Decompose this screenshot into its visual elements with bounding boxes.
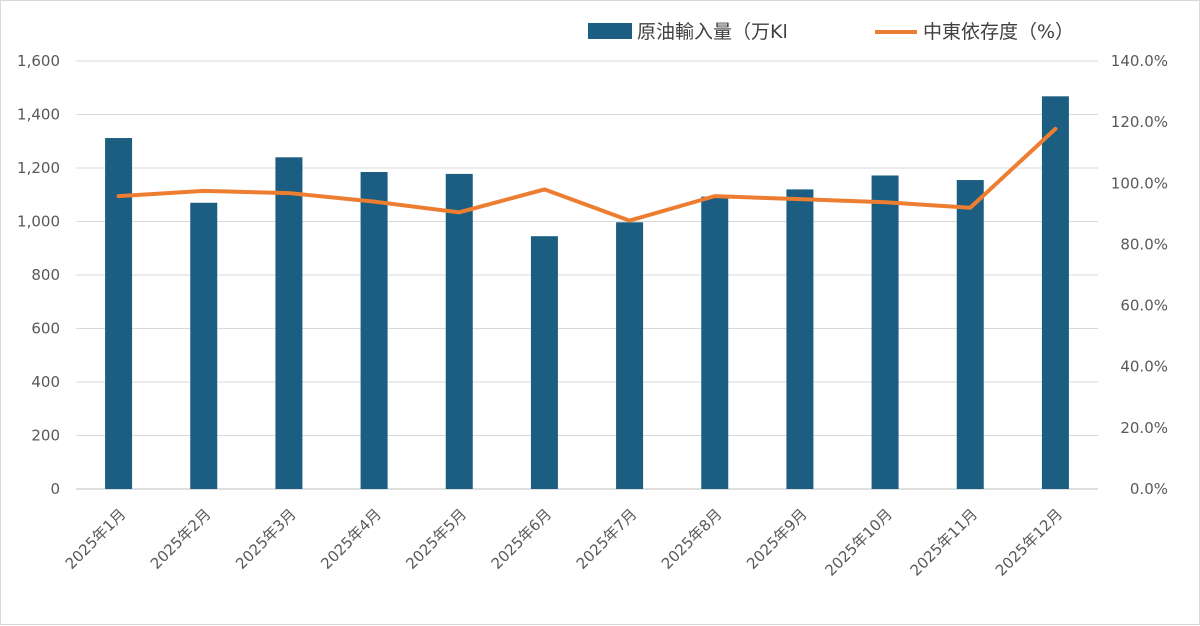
bar [446, 174, 473, 489]
line-path [119, 129, 1056, 221]
x-tick-label: 2025年8月 [658, 505, 726, 573]
x-tick-label: 2025年4月 [317, 505, 385, 573]
x-tick-label: 2025年7月 [573, 505, 641, 573]
y-right-tick-label: 40.0% [1120, 358, 1168, 376]
bar [701, 197, 728, 489]
legend-bar-swatch [588, 23, 632, 39]
legend-line-label: 中東依存度（%） [923, 21, 1074, 43]
y-right-tick-label: 0.0% [1130, 480, 1168, 498]
bar [190, 203, 217, 489]
x-tick-label: 2025年11月 [907, 505, 981, 579]
x-tick-label: 2025年9月 [743, 505, 811, 573]
bar [616, 222, 643, 489]
x-tick-label: 2025年5月 [402, 505, 470, 573]
x-tick-label: 2025年3月 [232, 505, 300, 573]
y-left-tick-label: 1,400 [17, 106, 60, 124]
bar [957, 180, 984, 489]
legend-bar-label: 原油輸入量（万Kl [637, 21, 788, 43]
x-tick-label: 2025年2月 [147, 505, 215, 573]
y-left-tick-label: 0 [50, 480, 60, 498]
y-left-tick-label: 1,200 [17, 159, 60, 177]
bar [275, 157, 302, 489]
left-axis-ticks: 0 200 400 600 800 1,000 1,200 1,400 1,600 [17, 52, 60, 498]
bar-series [105, 96, 1069, 489]
bar [1042, 96, 1069, 489]
x-tick-label: 2025年1月 [62, 505, 130, 573]
y-left-tick-label: 600 [31, 320, 60, 338]
bar [872, 175, 899, 489]
line-series [118, 129, 1055, 221]
y-right-tick-label: 60.0% [1120, 297, 1168, 315]
y-left-tick-label: 800 [31, 266, 60, 284]
bar [105, 138, 132, 489]
gridlines [76, 61, 1098, 489]
y-left-tick-label: 1,000 [17, 213, 60, 231]
x-tick-label: 2025年12月 [992, 505, 1066, 579]
y-right-tick-label: 20.0% [1120, 419, 1168, 437]
y-left-tick-label: 1,600 [17, 52, 60, 70]
y-right-tick-label: 100.0% [1111, 174, 1168, 192]
y-left-tick-label: 400 [31, 373, 60, 391]
y-right-tick-label: 80.0% [1120, 235, 1168, 253]
bar [786, 189, 813, 489]
x-tick-label: 2025年10月 [821, 505, 895, 579]
bar [531, 236, 558, 489]
y-right-tick-label: 120.0% [1111, 113, 1168, 131]
bar [361, 172, 388, 489]
y-left-tick-label: 200 [31, 427, 60, 445]
x-tick-label: 2025年6月 [488, 505, 556, 573]
y-right-tick-label: 140.0% [1111, 52, 1168, 70]
right-axis-ticks: 0.0% 20.0% 40.0% 60.0% 80.0% 100.0% 120.0% 140.… [1111, 52, 1168, 498]
legend: 原油輸入量（万Kl 中東依存度（%） [588, 21, 1074, 43]
